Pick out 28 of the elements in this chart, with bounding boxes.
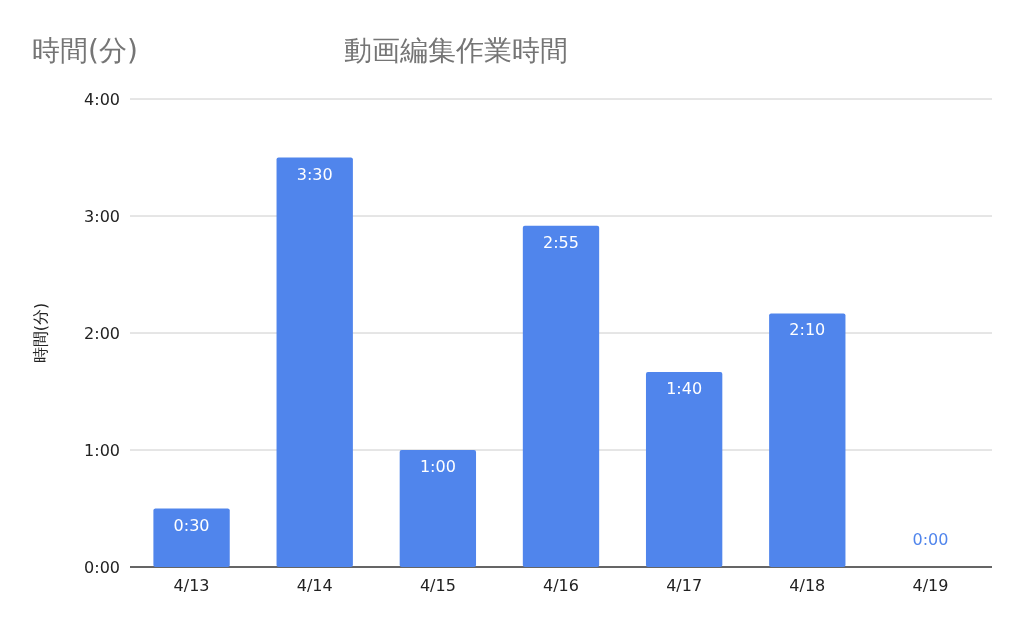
x-tick-label: 4/13 (173, 576, 210, 595)
bar (399, 450, 477, 567)
bar (276, 157, 353, 567)
x-tick-label: 4/14 (296, 576, 333, 595)
data-label: 2:10 (789, 320, 826, 340)
data-label: 3:30 (296, 164, 333, 184)
text: 時間(分) (32, 34, 138, 67)
data-label: 1:40 (666, 379, 703, 398)
data-label: 2:55 (543, 232, 579, 252)
bar (153, 508, 230, 567)
chart-title: 動画編集作業時間 (344, 34, 568, 67)
data-label: 0:00 (912, 530, 949, 549)
bar (522, 225, 600, 567)
bar (769, 313, 846, 567)
y-axis-title: 時間(分) (31, 302, 50, 364)
y-tick-label: 3:00 (84, 207, 120, 226)
data-label: 1:00 (419, 457, 456, 476)
x-tick-label: 4/15 (419, 576, 456, 595)
y-tick-label: 2:00 (84, 324, 120, 343)
x-tick-label: 4/16 (543, 576, 579, 595)
y-tick-label: 0:00 (84, 558, 120, 577)
data-label: 0:30 (173, 515, 210, 535)
y-tick-label: 4:00 (84, 90, 120, 109)
x-tick-label: 4/19 (912, 576, 949, 595)
x-tick-label: 4/18 (789, 576, 826, 595)
bar (645, 372, 723, 567)
y-tick-label: 1:00 (84, 441, 120, 460)
x-tick-label: 4/17 (666, 576, 703, 595)
